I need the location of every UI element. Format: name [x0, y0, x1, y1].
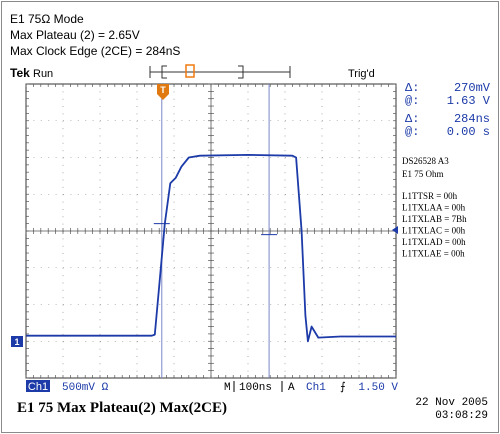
figure-caption: E1 75 Max Plateau(2) Max(2CE)	[17, 400, 227, 416]
trigger-level-arrow	[392, 226, 398, 234]
trigger-position-marker	[185, 64, 195, 78]
max-clock-edge-label: Max Clock Edge (2CE) = 284nS	[10, 44, 181, 58]
register-line: L1TXLAE = 00h	[402, 249, 465, 259]
capture-date: 22 Nov 2005	[415, 397, 488, 409]
ch1-waveform	[26, 154, 396, 343]
run-status: Run	[33, 68, 53, 80]
capture-time: 03:08:29	[435, 410, 488, 422]
max-plateau-label: Max Plateau (2) = 2.65V	[10, 28, 140, 42]
timebase-value: 100ns	[239, 382, 272, 394]
svg-text:Ch1: Ch1	[28, 381, 48, 393]
register-line: L1TXLAB = 7Bh	[402, 214, 467, 224]
volt-at-symbol: @:	[405, 94, 419, 108]
trigger-t-marker: T	[157, 84, 169, 100]
time-delta-value: 284ns	[454, 112, 490, 126]
channel-readout: Ch1	[26, 380, 50, 393]
timebase-m-label: M	[224, 382, 231, 394]
graticule	[25, 83, 397, 379]
brand-label: Tek	[10, 66, 30, 80]
time-at-value: 0.00 s	[447, 125, 490, 139]
trigger-status: Trig'd	[348, 68, 375, 80]
cursor-lines	[153, 84, 278, 378]
volt-delta-value: 270mV	[454, 81, 491, 95]
record-view-bar	[149, 65, 291, 79]
trigger-level: 1.50 V	[358, 382, 398, 394]
register-line: L1TXLAD = 00h	[402, 237, 466, 247]
svg-text:1: 1	[14, 337, 19, 347]
volt-at-value: 1.63 V	[447, 94, 491, 108]
register-line: L1TTSR = 00h	[402, 191, 458, 201]
trigger-channel: Ch1	[306, 382, 326, 394]
ch1-ground-marker: 1	[11, 336, 23, 347]
time-at-symbol: @:	[405, 125, 419, 139]
device-part: DS26528 A3	[402, 156, 449, 166]
trigger-slope-icon: ⨍	[340, 381, 346, 394]
volt-delta-symbol: Δ:	[405, 81, 419, 95]
trigger-a-label: A	[288, 382, 295, 394]
channel-scale: 500mV Ω	[62, 382, 109, 394]
time-delta-symbol: Δ:	[405, 112, 419, 126]
mode-title: E1 75Ω Mode	[10, 12, 84, 26]
register-line: L1TXLAA = 00h	[402, 203, 466, 213]
register-line: L1TXLAC = 00h	[402, 226, 466, 236]
device-mode: E1 75 Ohm	[402, 169, 444, 179]
svg-text:T: T	[160, 85, 166, 95]
